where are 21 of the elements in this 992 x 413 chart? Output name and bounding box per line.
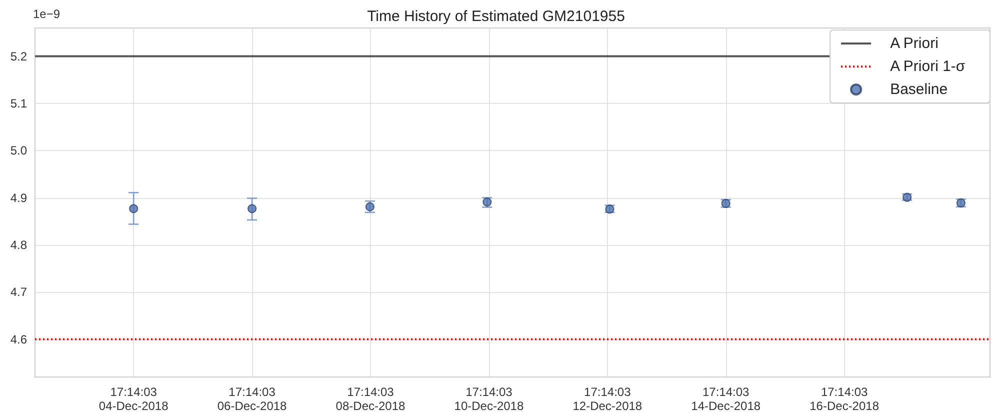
y-tick-label: 4.6 xyxy=(10,332,28,346)
x-tick-label: 17:14:03 10-Dec-2018 xyxy=(454,385,524,413)
x-tick-label: 17:14:03 14-Dec-2018 xyxy=(691,385,761,413)
point xyxy=(248,204,257,214)
chart-title: Time History of Estimated GM2101955 xyxy=(367,8,625,25)
x-tick-label: 17:14:03 16-Dec-2018 xyxy=(810,385,880,413)
y-tick-label: 5.0 xyxy=(10,144,28,158)
y-tick-label: 5.2 xyxy=(10,49,28,64)
point xyxy=(129,204,138,214)
text: 1e−9 xyxy=(33,7,60,21)
legend-label: A Priori 1-σ xyxy=(890,58,966,75)
y-tick-label: 4.9 xyxy=(10,190,28,205)
y-tick-label: 4.8 xyxy=(10,238,28,252)
legend-label: Baseline xyxy=(890,81,948,98)
ref-line-label: A Priori xyxy=(890,35,938,52)
y-tick-label: 5.1 xyxy=(10,96,28,110)
x-tick-label: 17:14:03 08-Dec-2018 xyxy=(336,385,406,413)
y-tick-label: 4.7 xyxy=(10,285,28,300)
x-tick-label: 17:14:03 12-Dec-2018 xyxy=(572,385,642,413)
x-tick-label: 17:14:03 04-Dec-2018 xyxy=(98,385,169,413)
x-tick-label: 17:14:03 06-Dec-2018 xyxy=(217,385,288,413)
